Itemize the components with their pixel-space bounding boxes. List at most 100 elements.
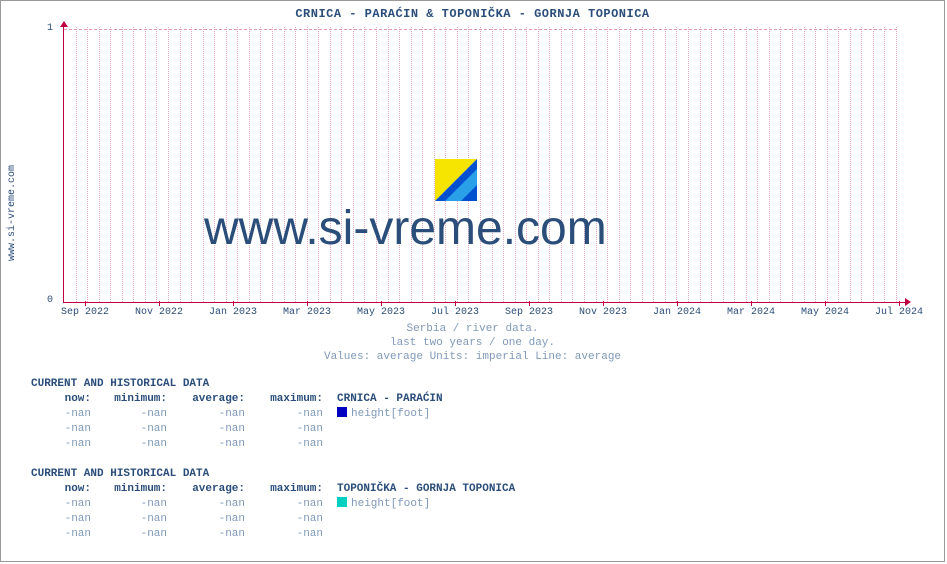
station-name: TOPONIČKA - GORNJA TOPONICA [337,482,515,497]
caption-1: Serbia / river data. [1,323,944,335]
data-block: CURRENT AND HISTORICAL DATAnow:minimum:a… [31,377,443,452]
minor-gridline [237,27,238,302]
minor-gridline [203,27,204,302]
plot-area [63,27,905,303]
data-row: -nan-nan-nan-nanheight[foot] [31,407,443,422]
minor-gridline [653,27,654,302]
minor-gridline [272,27,273,302]
minor-gridline [861,27,862,302]
minor-gridline [572,27,573,302]
block-columns: now:minimum:average:maximum:TOPONIČKA - … [31,482,515,497]
minor-gridline [734,27,735,302]
minor-gridline [133,27,134,302]
minor-gridline [399,27,400,302]
ytick-1: 1 [47,23,53,34]
xtick-mark [159,301,160,306]
minor-gridline [180,27,181,302]
minor-gridline [422,27,423,302]
series-swatch-icon [337,497,347,507]
minor-gridline [76,27,77,302]
minor-gridline [284,27,285,302]
minor-gridline [700,27,701,302]
minor-gridline [538,27,539,302]
minor-gridline [87,27,88,302]
minor-gridline [584,27,585,302]
ygrid-1 [64,29,897,30]
xtick-mark [825,301,826,306]
minor-gridline [827,27,828,302]
minor-gridline [630,27,631,302]
xtick-label: Mar 2024 [727,307,775,318]
minor-gridline [249,27,250,302]
minor-gridline [792,27,793,302]
minor-gridline [688,27,689,302]
minor-gridline [850,27,851,302]
station-name: CRNICA - PARAĆIN [337,392,443,407]
minor-gridline [884,27,885,302]
minor-gridline [480,27,481,302]
xtick-mark [751,301,752,306]
xtick-label: Sep 2023 [505,307,553,318]
minor-gridline [549,27,550,302]
metric-label: height[foot] [337,497,430,512]
minor-gridline [145,27,146,302]
xtick-label: May 2023 [357,307,405,318]
minor-gridline [295,27,296,302]
xtick-label: Mar 2023 [283,307,331,318]
minor-gridline [665,27,666,302]
minor-gridline [168,27,169,302]
data-row: -nan-nan-nan-nan [31,437,443,452]
minor-gridline [642,27,643,302]
xtick-mark [899,301,900,306]
data-row: -nan-nan-nan-nan [31,512,515,527]
minor-gridline [526,27,527,302]
data-row: -nan-nan-nan-nanheight[foot] [31,497,515,512]
block-columns: now:minimum:average:maximum:CRNICA - PAR… [31,392,443,407]
minor-gridline [492,27,493,302]
minor-gridline [723,27,724,302]
metric-label: height[foot] [337,407,430,422]
minor-gridline [838,27,839,302]
minor-gridline [804,27,805,302]
xtick-label: Jan 2023 [209,307,257,318]
minor-gridline [676,27,677,302]
minor-gridline [607,27,608,302]
chart-frame: www.si-vreme.com CRNICA - PARAĆIN & TOPO… [0,0,945,562]
xtick-mark [307,301,308,306]
minor-gridline [411,27,412,302]
xtick-label: Sep 2022 [61,307,109,318]
minor-gridline [596,27,597,302]
minor-gridline [364,27,365,302]
xtick-mark [677,301,678,306]
minor-gridline [156,27,157,302]
xtick-mark [529,301,530,306]
watermark-url: www.si-vreme.com [204,201,607,256]
xtick-mark [603,301,604,306]
minor-gridline [376,27,377,302]
block-header: CURRENT AND HISTORICAL DATA [31,377,443,392]
xtick-mark [233,301,234,306]
minor-gridline [619,27,620,302]
xtick-label: Jan 2024 [653,307,701,318]
minor-gridline [561,27,562,302]
minor-gridline [341,27,342,302]
data-row: -nan-nan-nan-nan [31,422,443,437]
minor-gridline [503,27,504,302]
site-logo-icon [435,159,477,201]
minor-gridline [896,27,897,302]
minor-gridline [191,27,192,302]
minor-gridline [307,27,308,302]
minor-gridline [769,27,770,302]
series-swatch-icon [337,407,347,417]
caption-3: Values: average Units: imperial Line: av… [1,351,944,363]
xtick-label: Nov 2023 [579,307,627,318]
block-header: CURRENT AND HISTORICAL DATA [31,467,515,482]
minor-gridline [815,27,816,302]
minor-gridline [260,27,261,302]
minor-gridline [757,27,758,302]
minor-gridline [330,27,331,302]
data-block: CURRENT AND HISTORICAL DATAnow:minimum:a… [31,467,515,542]
minor-gridline [110,27,111,302]
caption-2: last two years / one day. [1,337,944,349]
xtick-label: Nov 2022 [135,307,183,318]
